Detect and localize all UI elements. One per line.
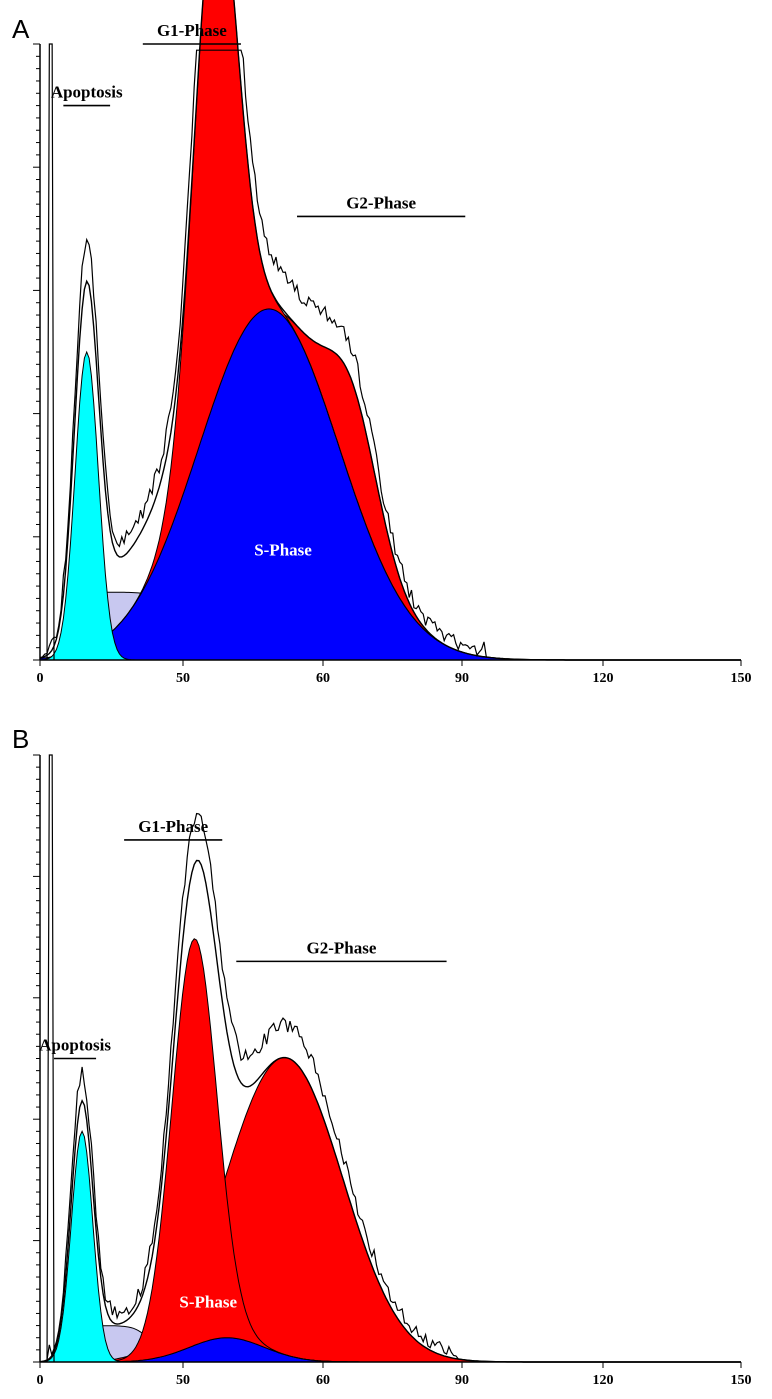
- g1-phase-area: [40, 938, 741, 1363]
- s-phase-area: [39, 308, 741, 661]
- origin-spike-line: [46, 754, 55, 1363]
- panel-a-histogram: 0 50 60 90 120 150 Apoptosis G1-Phase G2-Phase S-…: [33, 0, 752, 686]
- x-tick-label: 0: [37, 1373, 44, 1388]
- panel-b-letter: B: [12, 724, 29, 754]
- x-tick-label: 60: [316, 1373, 330, 1388]
- fitted-envelope-line: [39, 859, 741, 1363]
- region-label: G2-Phase: [306, 938, 376, 957]
- x-tick-label: 50: [176, 1373, 190, 1388]
- x-tick-label: 60: [316, 671, 330, 686]
- region-label: G2-Phase: [346, 193, 416, 212]
- x-tick-label: 150: [731, 671, 752, 686]
- s-phase-label: S-Phase: [254, 540, 312, 559]
- origin-spike-line: [46, 43, 55, 661]
- region-label: Apoptosis: [39, 1036, 111, 1055]
- x-tick-label: 90: [455, 1373, 469, 1388]
- region-label: Apoptosis: [51, 83, 123, 102]
- x-tick-label: 0: [37, 671, 44, 686]
- raw-data-line: [39, 812, 741, 1363]
- s-phase-label: S-Phase: [179, 1292, 237, 1311]
- x-tick-label: 50: [176, 671, 190, 686]
- g2-phase-area: [40, 1057, 741, 1363]
- panel-b-histogram: 0 50 60 90 120 150 Apoptosis G1-Phase G2-Phase S-…: [33, 754, 752, 1388]
- region-label: G1-Phase: [157, 21, 227, 40]
- x-tick-label: 120: [593, 671, 614, 686]
- panel-a-letter: A: [12, 14, 30, 44]
- x-tick-label: 150: [731, 1373, 752, 1388]
- x-tick-label: 120: [593, 1373, 614, 1388]
- x-tick-label: 90: [455, 671, 469, 686]
- region-label: G1-Phase: [138, 817, 208, 836]
